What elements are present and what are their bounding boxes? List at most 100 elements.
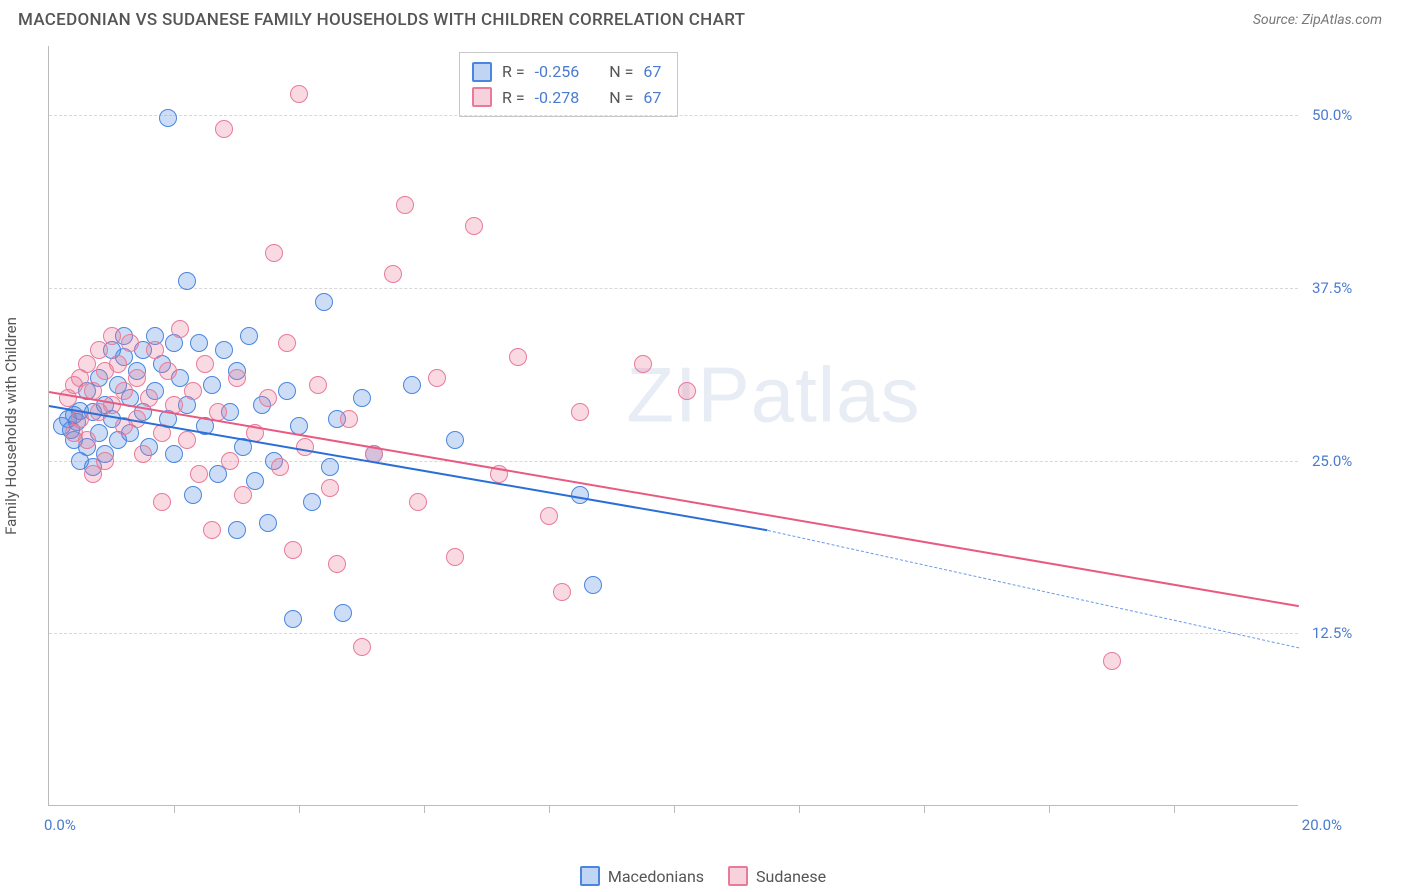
- y-axis-label: Family Households with Children: [2, 317, 20, 535]
- scatter-point: [259, 389, 277, 407]
- scatter-point: [171, 320, 189, 338]
- scatter-point: [234, 486, 252, 504]
- scatter-point: [96, 452, 114, 470]
- stats-legend-box: R = -0.256 N = 67R = -0.278 N = 67: [459, 52, 678, 117]
- scatter-point: [284, 610, 302, 628]
- scatter-point: [209, 465, 227, 483]
- scatter-point: [109, 355, 127, 373]
- gridline: [49, 288, 1298, 289]
- x-tick: [424, 805, 425, 813]
- y-tick-label: 25.0%: [1312, 452, 1382, 470]
- series-swatch: [472, 62, 492, 82]
- scatter-point: [153, 493, 171, 511]
- n-value: 67: [643, 85, 661, 111]
- scatter-point: [215, 341, 233, 359]
- legend-label: Sudanese: [756, 867, 826, 886]
- trend-line: [49, 405, 768, 531]
- scatter-point: [78, 355, 96, 373]
- stats-row: R = -0.256 N = 67: [472, 59, 661, 85]
- scatter-point: [240, 327, 258, 345]
- scatter-point: [90, 341, 108, 359]
- scatter-point: [296, 438, 314, 456]
- watermark: ZIPatlas: [626, 350, 920, 441]
- scatter-point: [103, 396, 121, 414]
- scatter-point: [409, 493, 427, 511]
- chart-title: MACEDONIAN VS SUDANESE FAMILY HOUSEHOLDS…: [18, 10, 745, 30]
- scatter-point: [571, 403, 589, 421]
- scatter-point: [115, 382, 133, 400]
- legend-label: Macedonians: [608, 867, 704, 886]
- scatter-point: [303, 493, 321, 511]
- plot-area: Family Households with Children ZIPatlas…: [48, 46, 1298, 806]
- n-label: N =: [609, 59, 633, 85]
- r-value: -0.278: [535, 85, 580, 111]
- scatter-point: [146, 341, 164, 359]
- scatter-point: [446, 548, 464, 566]
- scatter-point: [384, 265, 402, 283]
- scatter-point: [159, 109, 177, 127]
- scatter-point: [221, 452, 239, 470]
- x-tick: [799, 805, 800, 813]
- watermark-light: atlas: [751, 351, 921, 439]
- scatter-point: [278, 334, 296, 352]
- legend-item: Sudanese: [728, 866, 826, 886]
- scatter-point: [265, 244, 283, 262]
- r-label: R =: [502, 59, 525, 85]
- scatter-point: [1103, 652, 1121, 670]
- y-tick-label: 12.5%: [1312, 624, 1382, 642]
- scatter-point: [84, 465, 102, 483]
- gridline: [49, 633, 1298, 634]
- scatter-point: [184, 382, 202, 400]
- scatter-point: [678, 382, 696, 400]
- scatter-point: [140, 389, 158, 407]
- scatter-point: [540, 507, 558, 525]
- n-label: N =: [609, 85, 633, 111]
- scatter-point: [315, 293, 333, 311]
- scatter-point: [190, 334, 208, 352]
- series-swatch: [472, 87, 492, 107]
- scatter-point: [228, 521, 246, 539]
- n-value: 67: [643, 59, 661, 85]
- scatter-point: [103, 327, 121, 345]
- x-tick: [924, 805, 925, 813]
- scatter-point: [290, 85, 308, 103]
- scatter-point: [159, 362, 177, 380]
- scatter-point: [353, 638, 371, 656]
- scatter-point: [271, 458, 289, 476]
- scatter-point: [321, 458, 339, 476]
- series-swatch: [728, 866, 748, 886]
- scatter-point: [190, 465, 208, 483]
- r-value: -0.256: [535, 59, 580, 85]
- legend-item: Macedonians: [580, 866, 704, 886]
- scatter-point: [334, 604, 352, 622]
- scatter-point: [121, 334, 139, 352]
- gridline: [49, 115, 1298, 116]
- scatter-point: [321, 479, 339, 497]
- x-axis-min-label: 0.0%: [44, 816, 76, 834]
- scatter-point: [553, 583, 571, 601]
- scatter-point: [178, 431, 196, 449]
- scatter-point: [215, 120, 233, 138]
- x-tick: [174, 805, 175, 813]
- series-legend: Macedonians Sudanese: [0, 866, 1406, 886]
- scatter-point: [178, 272, 196, 290]
- scatter-point: [278, 382, 296, 400]
- scatter-point: [165, 445, 183, 463]
- chart-source: Source: ZipAtlas.com: [1253, 12, 1382, 28]
- scatter-point: [259, 514, 277, 532]
- scatter-point: [446, 431, 464, 449]
- trend-line: [768, 530, 1299, 648]
- stats-row: R =-0.278N =67: [472, 85, 661, 111]
- chart-header: MACEDONIAN VS SUDANESE FAMILY HOUSEHOLDS…: [0, 0, 1406, 36]
- x-tick: [674, 805, 675, 813]
- scatter-point: [584, 576, 602, 594]
- x-axis-max-label: 20.0%: [1302, 816, 1342, 834]
- series-swatch: [580, 866, 600, 886]
- scatter-point: [78, 431, 96, 449]
- x-tick: [1049, 805, 1050, 813]
- y-tick-label: 50.0%: [1312, 106, 1382, 124]
- y-tick-label: 37.5%: [1312, 279, 1382, 297]
- scatter-point: [134, 445, 152, 463]
- scatter-point: [184, 486, 202, 504]
- x-tick: [549, 805, 550, 813]
